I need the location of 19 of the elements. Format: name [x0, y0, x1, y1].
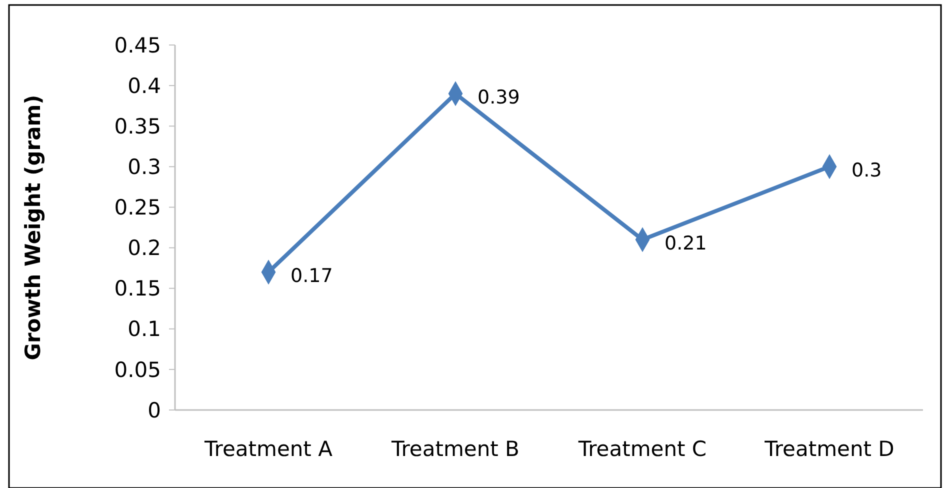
y-tick-label: 0.4 — [128, 74, 161, 98]
x-tick-label: Treatment D — [764, 437, 894, 461]
y-tick-label: 0.3 — [128, 155, 161, 180]
y-tick-label: 0.15 — [114, 276, 161, 301]
x-tick-label: Treatment A — [204, 437, 334, 461]
data-label: 0.39 — [478, 86, 520, 109]
y-axis-title: Growth Weight (gram) — [21, 94, 45, 360]
y-tick-label: 0.1 — [128, 317, 161, 342]
y-tick-label: 0.25 — [114, 196, 161, 220]
data-label: 0.21 — [664, 232, 707, 255]
y-tick-label: 0.2 — [128, 236, 161, 260]
y-tick-label: 0.05 — [114, 358, 161, 382]
y-tick-label: 0.35 — [114, 114, 161, 138]
data-label: 0.17 — [290, 265, 333, 288]
x-tick-label: Treatment C — [577, 437, 707, 461]
x-tick-label: Treatment B — [390, 437, 520, 461]
data-label: 0.3 — [852, 160, 882, 182]
y-tick-label: 0.45 — [114, 33, 161, 58]
y-tick-label: 0 — [148, 398, 161, 422]
